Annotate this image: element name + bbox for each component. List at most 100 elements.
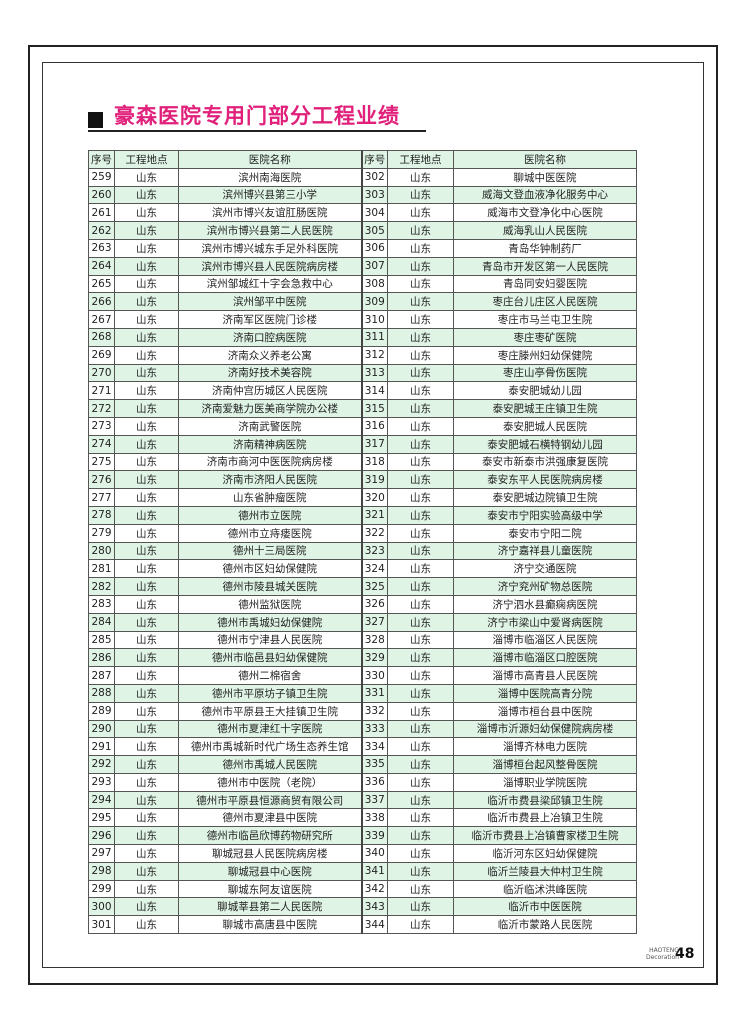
cell-hospital-name: 威海文登血液净化服务中心 bbox=[453, 185, 637, 205]
cell-location: 山东 bbox=[387, 274, 454, 294]
cell-location: 山东 bbox=[387, 256, 454, 276]
table-row: 268 山东 济南口腔病医院 311 山东 枣庄枣矿医院 bbox=[88, 327, 637, 347]
table-row: 275 山东 济南市商河中医医院病房楼 318 山东 泰安市新泰市洪强康复医院 bbox=[88, 452, 637, 472]
cell-location: 山东 bbox=[387, 861, 454, 881]
cell-location: 山东 bbox=[387, 292, 454, 312]
cell-seq: 330 bbox=[360, 666, 388, 685]
cell-hospital-name: 德州市平原坊子镇卫生院 bbox=[178, 683, 362, 703]
cell-hospital-name: 济宁市梁山中爱肾病医院 bbox=[453, 612, 637, 632]
table-row: 271 山东 济南仲宫历城区人民医院 314 山东 泰安肥城幼儿园 bbox=[88, 381, 637, 401]
cell-seq: 334 bbox=[360, 737, 388, 757]
cell-seq: 295 bbox=[88, 808, 115, 828]
cell-seq: 303 bbox=[360, 185, 388, 205]
brand-line: HAOTENG bbox=[649, 947, 679, 954]
cell-location: 山东 bbox=[114, 399, 179, 418]
table-row: 266 山东 滨州邹平中医院 309 山东 枣庄台儿庄区人民医院 bbox=[88, 292, 637, 312]
cell-seq: 304 bbox=[360, 203, 388, 223]
cell-seq: 300 bbox=[88, 897, 115, 917]
table-row: 299 山东 聊城东阿友谊医院 342 山东 临沂临沭洪峰医院 bbox=[88, 879, 637, 899]
cell-seq: 283 bbox=[88, 594, 115, 614]
cell-location: 山东 bbox=[114, 256, 179, 276]
section-heading: 豪森医院专用门部分工程业绩 bbox=[88, 100, 426, 132]
cell-location: 山东 bbox=[387, 488, 454, 507]
cell-hospital-name: 淄博桓台起风整骨医院 bbox=[453, 755, 637, 774]
cell-seq: 259 bbox=[88, 167, 115, 187]
table-row: 262 山东 滨州市博兴县第二人民医院 305 山东 威海乳山人民医院 bbox=[88, 221, 637, 240]
cell-location: 山东 bbox=[114, 790, 179, 810]
cell-location: 山东 bbox=[114, 345, 179, 365]
cell-location: 山东 bbox=[387, 470, 454, 490]
cell-hospital-name: 德州市平原县王大挂镇卫生院 bbox=[178, 701, 362, 721]
cell-seq: 273 bbox=[88, 416, 115, 436]
cell-seq: 323 bbox=[360, 541, 388, 561]
cell-seq: 311 bbox=[360, 327, 388, 347]
cell-seq: 318 bbox=[360, 452, 388, 472]
cell-seq: 274 bbox=[88, 434, 115, 454]
table-row: 270 山东 济南好技术美容院 313 山东 枣庄山亭骨伤医院 bbox=[88, 363, 637, 383]
cell-seq: 264 bbox=[88, 256, 115, 276]
table-row: 278 山东 德州市立医院 321 山东 泰安市宁阳实验高级中学 bbox=[88, 505, 637, 525]
cell-seq: 282 bbox=[88, 577, 115, 596]
cell-seq: 324 bbox=[360, 559, 388, 579]
table-row: 282 山东 德州市陵县城关医院 325 山东 济宁兖州矿物总医院 bbox=[88, 577, 637, 596]
cell-seq: 284 bbox=[88, 612, 115, 632]
cell-hospital-name: 德州市立痔瘘医院 bbox=[178, 523, 362, 543]
table-row: 264 山东 滨州市博兴县人民医院病房楼 307 山东 青岛市开发区第一人民医院 bbox=[88, 256, 637, 276]
cell-hospital-name: 泰安市新泰市洪强康复医院 bbox=[453, 452, 637, 472]
cell-seq: 301 bbox=[88, 915, 115, 935]
cell-seq: 337 bbox=[360, 790, 388, 810]
cell-seq: 288 bbox=[88, 683, 115, 703]
header-location: 工程地点 bbox=[114, 150, 179, 169]
cell-seq: 335 bbox=[360, 755, 388, 774]
cell-location: 山东 bbox=[114, 844, 179, 863]
cell-hospital-name: 济南好技术美容院 bbox=[178, 363, 362, 383]
cell-hospital-name: 青岛市开发区第一人民医院 bbox=[453, 256, 637, 276]
cell-hospital-name: 济南爱魅力医美商学院办公楼 bbox=[178, 399, 362, 418]
cell-location: 山东 bbox=[387, 310, 454, 329]
cell-seq: 277 bbox=[88, 488, 115, 507]
table-row: 287 山东 德州二棉宿舍 330 山东 淄博市高青县人民医院 bbox=[88, 666, 637, 685]
cell-location: 山东 bbox=[387, 203, 454, 223]
cell-hospital-name: 德州市区妇幼保健院 bbox=[178, 559, 362, 579]
cell-location: 山东 bbox=[387, 167, 454, 187]
cell-seq: 262 bbox=[88, 221, 115, 240]
cell-seq: 276 bbox=[88, 470, 115, 490]
cell-hospital-name: 临沂兰陵县大仲村卫生院 bbox=[453, 861, 637, 881]
table-row: 293 山东 德州市中医院（老院） 336 山东 淄博职业学院医院 bbox=[88, 772, 637, 792]
cell-location: 山东 bbox=[387, 381, 454, 401]
cell-hospital-name: 枣庄枣矿医院 bbox=[453, 327, 637, 347]
cell-seq: 344 bbox=[360, 915, 388, 935]
table-row: 267 山东 济南军区医院门诊楼 310 山东 枣庄市马兰屯卫生院 bbox=[88, 310, 637, 329]
cell-hospital-name: 威海乳山人民医院 bbox=[453, 221, 637, 240]
cell-seq: 291 bbox=[88, 737, 115, 757]
table-row: 284 山东 德州市禹城妇幼保健院 327 山东 济宁市梁山中爱肾病医院 bbox=[88, 612, 637, 632]
cell-hospital-name: 泰安肥城王庄镇卫生院 bbox=[453, 399, 637, 418]
cell-location: 山东 bbox=[387, 345, 454, 365]
cell-hospital-name: 德州市夏津县中医院 bbox=[178, 808, 362, 828]
cell-location: 山东 bbox=[114, 381, 179, 401]
table-row: 298 山东 聊城冠县中心医院 341 山东 临沂兰陵县大仲村卫生院 bbox=[88, 861, 637, 881]
cell-location: 山东 bbox=[114, 683, 179, 703]
cell-seq: 292 bbox=[88, 755, 115, 774]
table-row: 276 山东 济南市济阳人民医院 319 山东 泰安东平人民医院病房楼 bbox=[88, 470, 637, 490]
cell-location: 山东 bbox=[387, 399, 454, 418]
cell-location: 山东 bbox=[114, 772, 179, 792]
brand-mark: HAOTENG Decoration bbox=[646, 947, 679, 961]
cell-location: 山东 bbox=[114, 523, 179, 543]
cell-hospital-name: 德州十三局医院 bbox=[178, 541, 362, 561]
cell-seq: 312 bbox=[360, 345, 388, 365]
table-row: 265 山东 滨州邹城红十字会急救中心 308 山东 青岛同安妇婴医院 bbox=[88, 274, 637, 294]
cell-hospital-name: 青岛同安妇婴医院 bbox=[453, 274, 637, 294]
cell-hospital-name: 青岛华钟制药厂 bbox=[453, 238, 637, 258]
cell-location: 山东 bbox=[387, 915, 454, 935]
cell-hospital-name: 滨州邹城红十字会急救中心 bbox=[178, 274, 362, 294]
cell-location: 山东 bbox=[387, 363, 454, 383]
cell-hospital-name: 德州市宁津县人民医院 bbox=[178, 630, 362, 650]
cell-seq: 281 bbox=[88, 559, 115, 579]
cell-seq: 286 bbox=[88, 648, 115, 668]
cell-location: 山东 bbox=[387, 434, 454, 454]
cell-location: 山东 bbox=[387, 844, 454, 863]
cell-seq: 271 bbox=[88, 381, 115, 401]
cell-hospital-name: 淄博市沂源妇幼保健院病房楼 bbox=[453, 719, 637, 739]
cell-seq: 307 bbox=[360, 256, 388, 276]
